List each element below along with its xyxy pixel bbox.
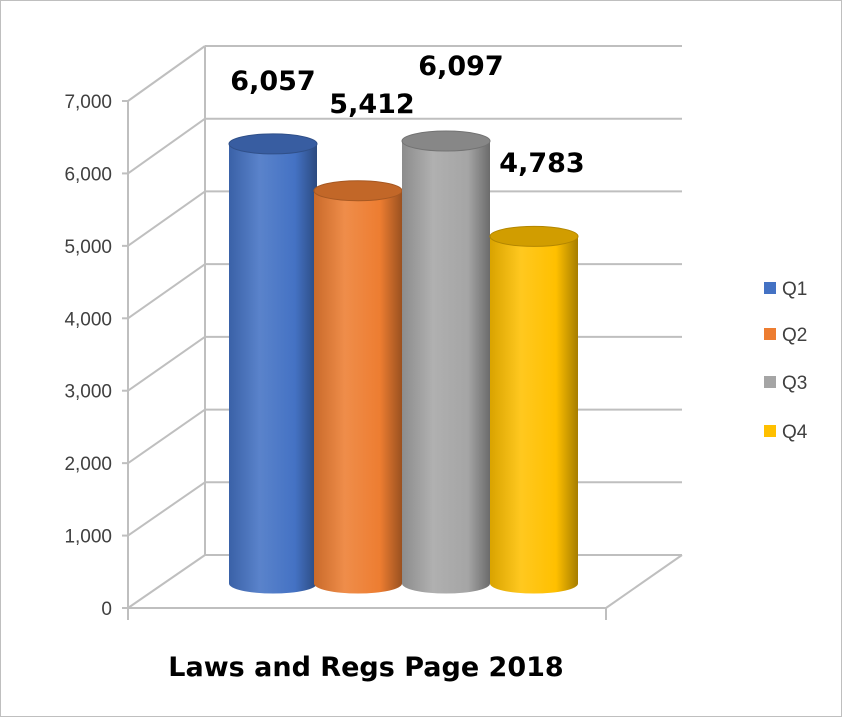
legend-swatch-q3	[764, 376, 776, 388]
legend-label-q3: Q3	[782, 373, 807, 394]
y-tick-label: 2,000	[64, 454, 112, 475]
bar-body	[402, 141, 490, 594]
gridline-side	[127, 190, 206, 247]
y-tick-label: 7,000	[64, 92, 112, 113]
y-tick-label: 1,000	[64, 527, 112, 548]
bar-q1	[228, 133, 318, 594]
bar-q2	[313, 180, 403, 594]
data-label-q4: 4,783	[499, 148, 584, 179]
y-tick-label: 6,000	[64, 164, 112, 185]
data-label-q1: 6,057	[230, 66, 315, 97]
bar-top	[228, 133, 318, 155]
gridline-side	[127, 263, 206, 320]
y-axis: 0 1,000 2,000 3,000 4,000 5,000 6,000 7,000	[64, 92, 112, 620]
y-tick-label: 3,000	[64, 382, 112, 403]
legend-swatch-q1	[764, 282, 776, 294]
y-tick-label: 5,000	[64, 237, 112, 258]
gridline-side	[127, 481, 206, 537]
bar-top	[401, 130, 491, 152]
legend-swatch-q2	[764, 328, 776, 340]
bars	[228, 130, 579, 594]
bar-q3	[401, 130, 491, 594]
gridline-side	[127, 336, 206, 392]
chart-title: Laws and Regs Page 2018	[168, 652, 563, 683]
legend-label-q2: Q2	[782, 325, 807, 346]
gridline-side	[127, 408, 206, 464]
data-label-q2: 5,412	[329, 89, 414, 120]
gridline-side	[127, 45, 206, 102]
bar-top	[313, 180, 403, 202]
legend-label-q1: Q1	[782, 279, 807, 300]
bar-body	[314, 190, 402, 594]
bar-body	[490, 236, 578, 594]
bar-body	[229, 143, 317, 594]
bar-top	[489, 225, 579, 247]
gridline-side	[127, 554, 206, 609]
y-tick-label: 0	[101, 599, 112, 620]
legend-label-q4: Q4	[782, 422, 808, 443]
floor-right-edge	[605, 554, 683, 609]
legend-swatch-q4	[764, 425, 776, 437]
gridline-side	[127, 117, 206, 175]
legend: Q1 Q2 Q3 Q4	[764, 279, 808, 443]
bar-q4	[489, 225, 579, 594]
data-label-q3: 6,097	[418, 51, 503, 82]
y-tick-label: 4,000	[64, 309, 112, 330]
